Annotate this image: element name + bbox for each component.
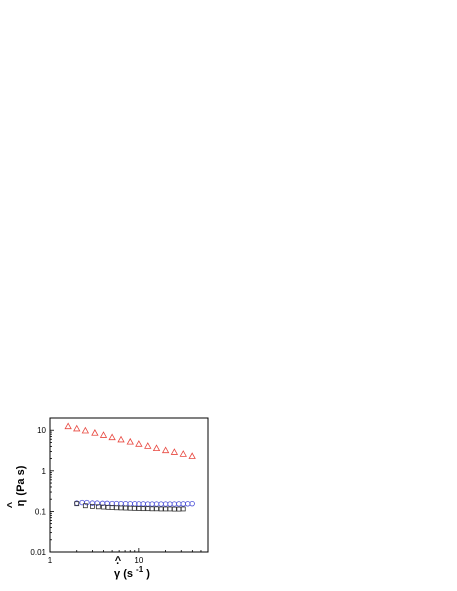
square-marker bbox=[149, 506, 155, 512]
square-marker bbox=[136, 506, 142, 511]
square-marker bbox=[123, 505, 129, 511]
triangle-marker bbox=[117, 435, 125, 443]
square-marker bbox=[145, 506, 151, 512]
square-marker bbox=[163, 506, 169, 512]
y-tick-label: 1 bbox=[42, 467, 47, 476]
triangle-marker bbox=[135, 440, 143, 447]
y-axis-hat-mark: ^ bbox=[6, 501, 18, 508]
y-tick-label: 0.01 bbox=[30, 548, 46, 557]
square-marker bbox=[127, 505, 133, 511]
square-marker bbox=[101, 504, 106, 510]
circle-marker bbox=[122, 500, 129, 507]
svg-text:γ (s -1 ): γ (s -1 ) bbox=[114, 563, 150, 580]
x-tick-label: 10 bbox=[134, 556, 143, 565]
triangle-marker bbox=[99, 431, 108, 438]
triangle-marker bbox=[91, 429, 99, 436]
square-marker bbox=[131, 505, 137, 511]
square-marker bbox=[180, 506, 186, 512]
triangle-marker bbox=[64, 422, 72, 430]
circle-marker bbox=[153, 501, 160, 507]
square-marker bbox=[171, 506, 177, 512]
circle-marker bbox=[176, 501, 182, 507]
circle-marker bbox=[145, 501, 151, 507]
square-marker bbox=[95, 504, 101, 510]
data-markers bbox=[64, 422, 196, 512]
circle-marker bbox=[94, 500, 100, 506]
circle-marker bbox=[113, 500, 120, 507]
square-marker bbox=[89, 503, 95, 509]
circle-marker bbox=[140, 501, 146, 507]
square-marker bbox=[82, 503, 88, 509]
x-axis-label-unit-open: (s bbox=[123, 568, 133, 580]
circle-marker bbox=[158, 501, 164, 507]
square-marker bbox=[158, 506, 164, 512]
x-axis-hat-mark: ^ bbox=[115, 555, 122, 567]
x-axis-dot-mark: · bbox=[116, 558, 120, 570]
square-marker bbox=[114, 505, 119, 511]
y-axis-label-unit: (Pa s) bbox=[15, 465, 27, 495]
triangle-marker bbox=[179, 450, 187, 457]
tick-labels: 1 10 0.01 0.1 1 10 bbox=[30, 426, 143, 565]
circle-marker bbox=[180, 501, 186, 507]
svg-text:η (Pa s): η (Pa s) bbox=[15, 465, 27, 506]
y-axis-label-symbol: η bbox=[15, 499, 27, 506]
plot-frame bbox=[49, 417, 209, 553]
square-marker bbox=[140, 506, 146, 512]
x-axis-label-symbol: γ bbox=[114, 568, 121, 580]
circle-marker bbox=[162, 501, 169, 507]
circle-marker bbox=[171, 501, 178, 507]
circle-marker bbox=[189, 500, 195, 507]
square-marker bbox=[118, 505, 124, 511]
circle-marker bbox=[149, 501, 155, 507]
square-marker bbox=[176, 506, 182, 512]
axis-ticks bbox=[49, 417, 209, 553]
triangle-marker bbox=[108, 433, 116, 441]
circle-marker bbox=[84, 499, 90, 506]
triangle-marker bbox=[81, 426, 90, 434]
circle-marker bbox=[185, 501, 191, 507]
circle-marker bbox=[118, 500, 124, 507]
triangle-marker bbox=[188, 452, 196, 459]
square-marker bbox=[167, 506, 173, 512]
circle-marker bbox=[167, 501, 173, 507]
y-tick-label: 0.1 bbox=[35, 507, 47, 516]
x-tick-label: 1 bbox=[48, 556, 53, 565]
x-axis-label-unit-close: ) bbox=[146, 568, 150, 580]
x-axis-label: ^ · γ (s -1 ) bbox=[114, 555, 150, 580]
circle-marker bbox=[127, 501, 133, 507]
y-tick-label: 10 bbox=[37, 426, 46, 435]
triangle-marker bbox=[170, 448, 179, 455]
triangle-marker bbox=[161, 446, 170, 454]
square-marker bbox=[74, 501, 80, 507]
x-axis-label-unit-exp: -1 bbox=[136, 565, 144, 574]
y-axis-label: η (Pa s) ^ bbox=[6, 465, 27, 508]
square-marker bbox=[154, 506, 159, 512]
triangle-marker bbox=[73, 424, 81, 432]
triangle-marker bbox=[126, 437, 134, 445]
triangle-marker bbox=[152, 444, 161, 452]
triangle-marker bbox=[144, 442, 152, 449]
